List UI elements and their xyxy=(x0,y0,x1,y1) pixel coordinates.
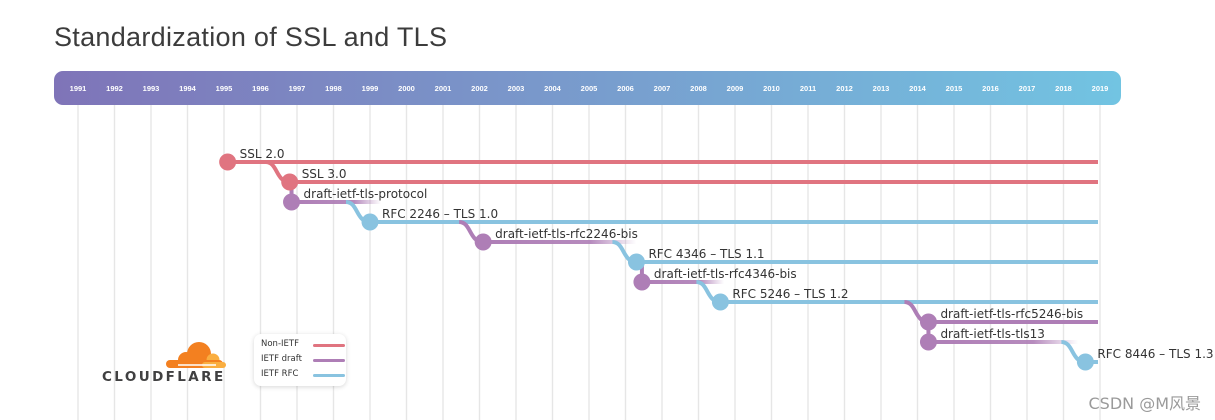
year-label: 2012 xyxy=(836,84,853,93)
event-marker xyxy=(474,233,492,251)
logo-text: CLOUDFLARE xyxy=(102,369,226,385)
event-label: draft-ietf-tls-tls13 xyxy=(940,327,1044,341)
year-label: 2003 xyxy=(508,84,525,93)
year-label: 2010 xyxy=(763,84,780,93)
legend-label: Non-IETF xyxy=(261,339,299,349)
year-labels: 1991 1992 1993 1994 1995 1996 1997 1998 1999 2000… xyxy=(70,84,1109,93)
year-label: 1992 xyxy=(106,84,123,93)
year-label: 2011 xyxy=(800,84,816,93)
event-label: RFC 5246 – TLS 1.2 xyxy=(732,287,848,301)
year-header-bar xyxy=(54,71,1121,105)
year-label: 2008 xyxy=(690,84,707,93)
year-label: 2005 xyxy=(581,84,598,93)
year-label: 1994 xyxy=(179,84,197,93)
year-label: 2018 xyxy=(1055,84,1072,93)
watermark: CSDN @M风景 xyxy=(1088,394,1201,413)
event-marker xyxy=(283,193,301,211)
event-marker xyxy=(919,333,937,351)
year-label: 1993 xyxy=(143,84,160,93)
year-label: 2001 xyxy=(435,84,452,93)
year-label: 1998 xyxy=(325,84,342,93)
legend-swatch xyxy=(313,344,345,347)
year-label: 2019 xyxy=(1092,84,1109,93)
event-label: RFC 8446 – TLS 1.3 xyxy=(1097,347,1213,361)
event-marker xyxy=(711,293,729,311)
event-marker xyxy=(281,173,299,191)
event-marker xyxy=(627,253,645,271)
event-marker xyxy=(633,273,651,291)
event-label: draft-ietf-tls-rfc4346-bis xyxy=(654,267,797,281)
legend-swatch xyxy=(313,374,345,377)
event-label: draft-ietf-tls-rfc5246-bis xyxy=(940,307,1083,321)
year-label: 2017 xyxy=(1019,84,1036,93)
legend: Non-IETF IETF draft IETF RFC xyxy=(254,334,346,386)
cloud-icon xyxy=(166,342,226,368)
event-label: SSL 3.0 xyxy=(302,167,347,181)
year-label: 2002 xyxy=(471,84,488,93)
event-markers xyxy=(219,153,1094,371)
legend-label: IETF RFC xyxy=(261,369,299,379)
year-label: 2007 xyxy=(654,84,671,93)
year-label: 2000 xyxy=(398,84,415,93)
event-label: SSL 2.0 xyxy=(240,147,285,161)
chart-title: Standardization of SSL and TLS xyxy=(54,22,448,52)
event-marker xyxy=(219,153,237,171)
event-label: RFC 4346 – TLS 1.1 xyxy=(648,247,764,261)
year-label: 2009 xyxy=(727,84,744,93)
legend-label: IETF draft xyxy=(261,354,302,364)
year-label: 1995 xyxy=(216,84,233,93)
legend-swatch xyxy=(313,359,345,362)
event-labels: SSL 2.0 SSL 3.0 draft-ietf-tls-protocol RFC… xyxy=(240,147,1214,361)
year-label: 2016 xyxy=(982,84,999,93)
event-label: draft-ietf-tls-protocol xyxy=(304,187,428,201)
year-label: 2004 xyxy=(544,84,562,93)
year-label: 1991 xyxy=(70,84,87,93)
event-label: RFC 2246 – TLS 1.0 xyxy=(382,207,498,221)
event-marker xyxy=(1076,353,1094,371)
year-label: 1996 xyxy=(252,84,269,93)
year-label: 2015 xyxy=(946,84,963,93)
year-label: 2013 xyxy=(873,84,890,93)
event-marker xyxy=(919,313,937,331)
year-label: 2014 xyxy=(909,84,927,93)
cloudflare-logo: CLOUDFLARE xyxy=(102,338,232,388)
year-label: 1997 xyxy=(289,84,306,93)
year-label: 1999 xyxy=(362,84,379,93)
event-marker xyxy=(361,213,379,231)
event-label: draft-ietf-tls-rfc2246-bis xyxy=(495,227,638,241)
year-label: 2006 xyxy=(617,84,634,93)
